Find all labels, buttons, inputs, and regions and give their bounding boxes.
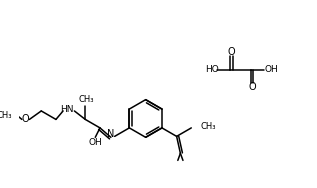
Text: CH₃: CH₃ [79, 95, 94, 104]
Text: O: O [22, 114, 29, 124]
Text: HN: HN [60, 105, 74, 114]
Text: HO: HO [205, 65, 218, 74]
Text: CH₃: CH₃ [0, 111, 12, 120]
Text: O: O [228, 47, 235, 57]
Text: N: N [107, 130, 114, 139]
Text: OH: OH [265, 65, 279, 74]
Text: O: O [248, 82, 256, 92]
Text: OH: OH [88, 138, 102, 147]
Text: CH₃: CH₃ [201, 122, 216, 131]
